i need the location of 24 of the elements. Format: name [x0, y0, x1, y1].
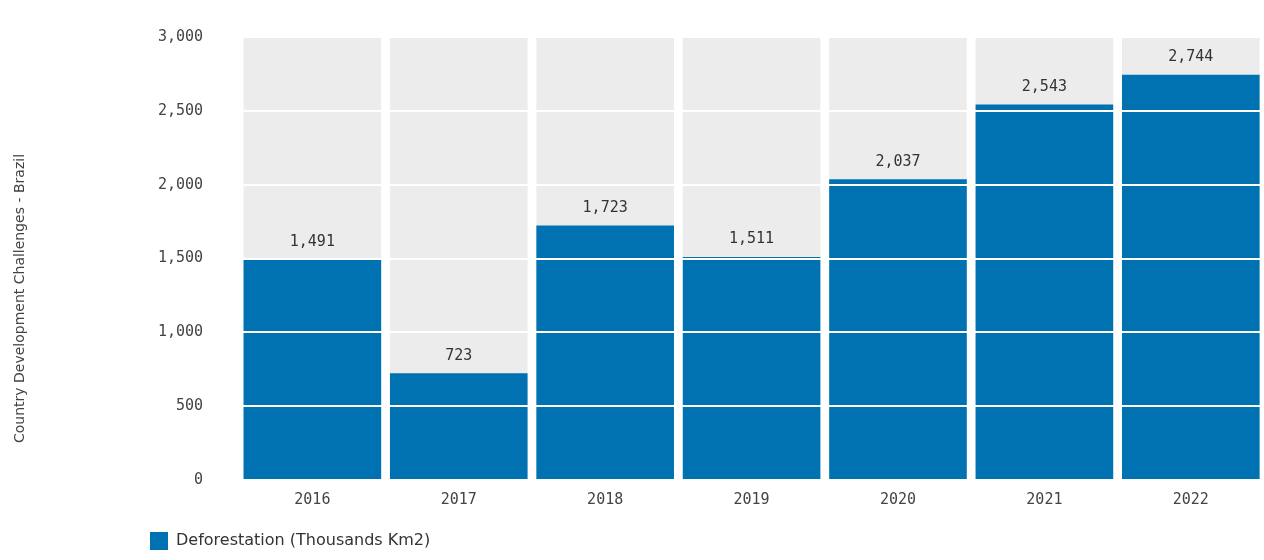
y-tick-label: 3,000 — [158, 26, 204, 45]
y-tick-label: 2,500 — [158, 100, 204, 119]
y-tick-label: 500 — [176, 396, 204, 415]
x-tick-label: 2020 — [879, 489, 917, 508]
data-label: 1,723 — [582, 197, 628, 216]
x-tick-label: 2017 — [440, 489, 477, 508]
y-tick-label: 1,000 — [158, 322, 204, 341]
x-tick-label: 2021 — [1026, 489, 1063, 508]
legend-label: Deforestation (Thousands Km2) — [176, 530, 431, 550]
text: Country Development Challenges - Brazil — [10, 153, 27, 444]
data-label: 2,037 — [875, 151, 921, 170]
y-tick-label: 1,500 — [158, 248, 204, 267]
y-tick-label: 0 — [194, 469, 204, 488]
x-tick-label: 2016 — [294, 489, 331, 508]
data-label: 1,511 — [729, 229, 775, 248]
data-label: 1,491 — [289, 232, 335, 251]
y-tick-label: 2,000 — [158, 174, 204, 193]
bar — [389, 373, 528, 480]
x-tick-label: 2019 — [733, 489, 770, 508]
data-label: 2,543 — [1021, 76, 1067, 95]
x-tick-label: 2022 — [1172, 489, 1209, 508]
data-label: 2,744 — [1168, 47, 1214, 66]
data-label: 723 — [445, 345, 473, 364]
x-tick-label: 2018 — [587, 489, 624, 508]
